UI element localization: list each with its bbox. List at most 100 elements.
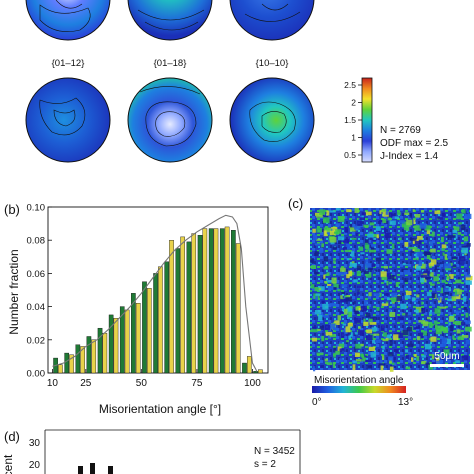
ebsd-grain bbox=[321, 300, 325, 303]
ebsd-grain bbox=[365, 312, 371, 318]
y-tick-label: 0.04 bbox=[27, 302, 46, 313]
pole-figure-10-10 bbox=[229, 77, 315, 163]
ebsd-grain bbox=[449, 262, 453, 266]
ebsd-grain bbox=[364, 300, 368, 306]
ebsd-grains bbox=[310, 208, 473, 372]
ebsd-grain bbox=[337, 289, 341, 292]
ebsd-grain bbox=[465, 312, 469, 318]
ebsd-grain bbox=[399, 237, 402, 241]
ebsd-grain bbox=[341, 291, 345, 294]
ebsd-grain bbox=[373, 234, 378, 238]
ebsd-grain bbox=[430, 272, 434, 277]
odf-colorbar-tick-label: 1.5 bbox=[344, 115, 356, 125]
histogram-bar bbox=[231, 230, 236, 374]
ebsd-grain bbox=[360, 252, 365, 255]
ebsd-grain bbox=[339, 348, 345, 352]
ebsd-grain bbox=[355, 306, 361, 311]
ebsd-grain bbox=[358, 218, 361, 222]
histogram-bar bbox=[213, 228, 219, 374]
ebsd-grain bbox=[394, 362, 397, 366]
ebsd-grain bbox=[433, 365, 437, 370]
ebsd-grain bbox=[447, 338, 451, 344]
ebsd-grain bbox=[405, 366, 411, 370]
ebsd-grain bbox=[310, 284, 315, 289]
odf-colorbar-gradient bbox=[361, 77, 373, 163]
histogram-bar bbox=[202, 228, 208, 374]
ebsd-grain bbox=[373, 333, 380, 336]
ebsd-grain bbox=[419, 263, 426, 269]
ebsd-grain bbox=[376, 234, 379, 239]
panel-d-letter: (d) bbox=[4, 429, 20, 444]
ebsd-grain bbox=[333, 260, 336, 264]
ebsd-grain bbox=[388, 356, 394, 361]
ebsd-grain bbox=[441, 279, 446, 283]
ebsd-grain bbox=[415, 249, 420, 252]
ebsd-grain bbox=[312, 326, 317, 330]
ebsd-grain bbox=[395, 349, 399, 353]
ebsd-grain bbox=[453, 294, 461, 300]
ebsd-grain bbox=[388, 352, 394, 356]
ebsd-grain bbox=[382, 355, 385, 360]
y-tick-label: 0.10 bbox=[27, 203, 46, 214]
ebsd-grain bbox=[323, 217, 330, 224]
ebsd-grain bbox=[389, 366, 394, 372]
ebsd-grain bbox=[346, 340, 349, 343]
ebsd-grain bbox=[331, 277, 337, 284]
ebsd-grain bbox=[343, 238, 350, 243]
ebsd-grain bbox=[326, 362, 333, 366]
ebsd-grain bbox=[385, 337, 389, 341]
ebsd-grain bbox=[421, 360, 427, 365]
ebsd-grain bbox=[344, 249, 351, 253]
ebsd-grain bbox=[335, 229, 342, 234]
ebsd-grain bbox=[326, 210, 330, 216]
ebsd-grain bbox=[333, 327, 336, 330]
ebsd-grain bbox=[403, 224, 407, 231]
ebsd-grain bbox=[337, 315, 341, 321]
ebsd-grain bbox=[329, 230, 336, 235]
histogram-bar bbox=[224, 226, 230, 374]
histogram-bar bbox=[191, 233, 197, 374]
ebsd-grain bbox=[405, 261, 408, 265]
ebsd-grain bbox=[335, 223, 341, 227]
ebsd-grain bbox=[434, 210, 441, 215]
ebsd-grain bbox=[431, 231, 435, 237]
ebsd-grain bbox=[465, 339, 470, 345]
ebsd-grain bbox=[418, 260, 422, 266]
pole-figures: {01–12} {01–18} {10–10} 2.5 2 1.5 1 0.5 N = … bbox=[25, 0, 449, 163]
ebsd-grain bbox=[445, 284, 452, 289]
ebsd-grain bbox=[383, 266, 388, 269]
ebsd-grain bbox=[313, 234, 318, 241]
panel-d-ylabel: cent bbox=[1, 454, 15, 474]
ebsd-grain bbox=[368, 346, 376, 351]
ebsd-grain bbox=[463, 236, 469, 242]
ebsd-grain bbox=[313, 366, 316, 372]
ebsd-grain bbox=[449, 325, 454, 331]
histogram-bar bbox=[246, 356, 252, 374]
ebsd-grain bbox=[400, 303, 407, 310]
x-tick-label: 10 bbox=[47, 378, 59, 389]
ebsd-grain bbox=[442, 252, 445, 256]
ebsd-grain bbox=[422, 308, 426, 314]
ebsd-grain bbox=[317, 328, 321, 331]
odf-stat-max: ODF max = 2.5 bbox=[380, 138, 449, 149]
ebsd-grain bbox=[313, 293, 320, 299]
ebsd-grain bbox=[326, 272, 330, 276]
ebsd-grain bbox=[376, 307, 380, 311]
ebsd-grain bbox=[374, 269, 378, 272]
ebsd-grain bbox=[318, 286, 325, 292]
ebsd-grain bbox=[322, 303, 329, 310]
ebsd-grain bbox=[454, 310, 462, 313]
ebsd-grain bbox=[342, 306, 345, 310]
ebsd-grain bbox=[426, 291, 432, 297]
ebsd-grain bbox=[360, 306, 367, 312]
ebsd-grain bbox=[428, 323, 433, 328]
ebsd-grain bbox=[310, 258, 314, 264]
ebsd-grain bbox=[329, 237, 337, 243]
ebsd-grain bbox=[459, 256, 466, 261]
ebsd-grain bbox=[458, 222, 462, 225]
ebsd-grain bbox=[351, 261, 355, 264]
ebsd-grain bbox=[375, 339, 381, 344]
ebsd-grain bbox=[431, 293, 436, 298]
ebsd-grain bbox=[318, 287, 322, 290]
ebsd-grain bbox=[406, 327, 413, 332]
